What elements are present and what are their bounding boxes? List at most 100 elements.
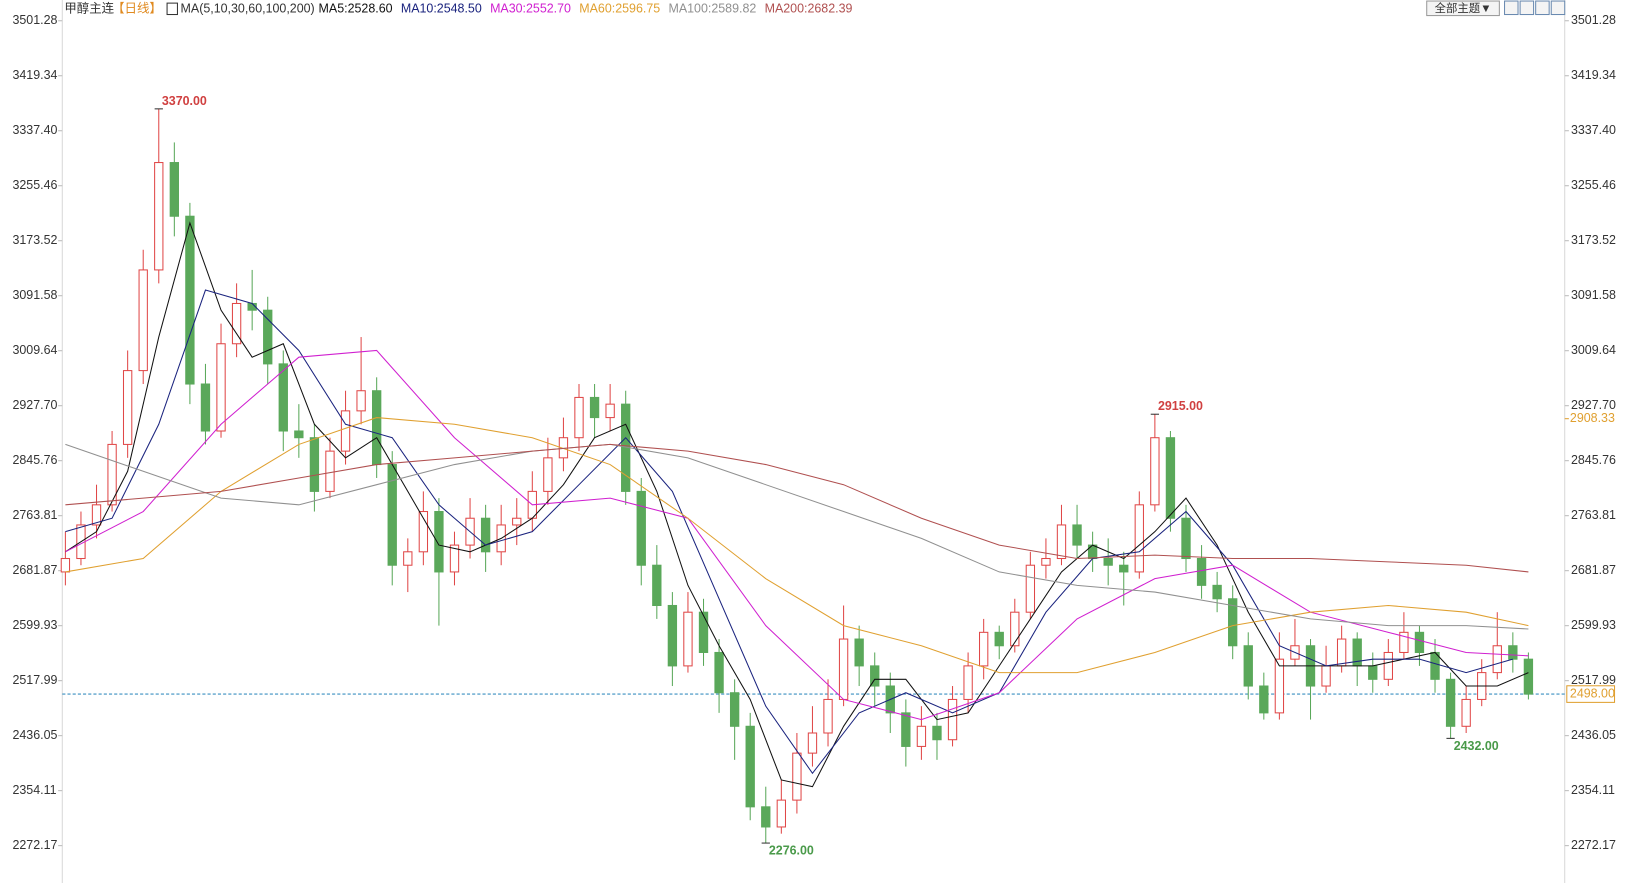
y-tick-label-right: 2354.11 (1571, 783, 1615, 797)
candle-body (963, 665, 973, 700)
tool-icon[interactable] (1535, 0, 1550, 16)
legend-entry: MA100:2589.82 (668, 2, 756, 16)
tool-icon[interactable] (1504, 0, 1519, 16)
candle-body (138, 269, 148, 372)
indicator-icon[interactable] (166, 2, 178, 16)
candle-body (1259, 685, 1269, 714)
y-tick-label: 2436.05 (12, 728, 57, 742)
candle-body (200, 383, 211, 432)
ma-line (65, 289, 1513, 775)
y-tick-label: 3009.64 (12, 343, 57, 357)
candle-body (1445, 678, 1456, 727)
candle-body (512, 517, 522, 526)
candle-body (1383, 651, 1394, 680)
candle-body (340, 410, 351, 452)
candle-body (543, 457, 553, 492)
candle-body (1414, 631, 1425, 653)
theme-button-label[interactable]: 全部主题▼ (1435, 1, 1492, 15)
candle-body (854, 638, 864, 667)
candle-body (216, 343, 226, 432)
candle-body (278, 363, 288, 432)
candle-body (1119, 564, 1129, 573)
candle-body (1243, 645, 1253, 687)
candle-body (185, 215, 195, 385)
price-label-box (1566, 685, 1616, 703)
marker-label: 2908.33 (1570, 411, 1615, 425)
candle-body (1056, 524, 1067, 560)
candle-body (1212, 584, 1222, 600)
y-tick-label: 3501.28 (12, 13, 57, 27)
candle-body (1103, 557, 1113, 566)
y-tick-label: 2927.70 (12, 398, 57, 412)
candle-body (325, 450, 335, 492)
annotation-label: 2432.00 (1454, 739, 1499, 753)
candle-body (1274, 658, 1285, 714)
y-tick-label-right: 3255.46 (1571, 178, 1616, 192)
candle-body (1041, 557, 1051, 566)
candle-body (605, 403, 615, 419)
candle-body (91, 504, 102, 526)
y-tick-label-right: 2436.05 (1571, 728, 1616, 742)
candle-body (589, 396, 600, 419)
candle-body (652, 564, 662, 607)
y-tick-label: 2763.81 (12, 508, 57, 522)
legend-entry: MA30:2552.70 (490, 2, 571, 16)
candle-body (1368, 665, 1378, 680)
tool-icon[interactable] (1550, 0, 1566, 16)
candle-body (1508, 645, 1518, 660)
candle-body (122, 370, 133, 445)
theme-button[interactable] (1426, 0, 1500, 17)
y-tick-label-right: 3009.64 (1571, 343, 1616, 357)
candle-body (263, 309, 273, 365)
candle-body (574, 396, 584, 439)
candle-body (1321, 665, 1331, 687)
y-tick-label: 2272.17 (12, 838, 57, 852)
candle-body (1025, 564, 1036, 613)
candle-body (403, 551, 413, 566)
candle-body (418, 511, 429, 553)
y-tick-label-right: 2763.81 (1571, 508, 1616, 522)
candle-body (932, 725, 942, 741)
ma-line (65, 417, 1529, 674)
y-tick-label-right: 2927.70 (1571, 398, 1616, 412)
annotation-label: 2276.00 (769, 844, 814, 858)
candle-body (1181, 517, 1191, 560)
candle-body (901, 712, 911, 747)
candle-body (1461, 698, 1471, 727)
ma-line (65, 349, 1529, 721)
legend: MA5:2528.60 MA10:2548.50 MA30:2552.70 MA60:… (319, 2, 853, 16)
candle-body (1196, 557, 1207, 586)
candle-body (309, 437, 320, 492)
indicator: MA(5,10,30,60,100,200) (181, 2, 315, 16)
candle-body (434, 511, 444, 573)
candle-body (294, 430, 304, 439)
y-tick-label: 2681.87 (12, 563, 57, 577)
ma-line (65, 221, 1529, 788)
y-tick-label-right: 3091.58 (1571, 288, 1616, 302)
y-tick-label: 2845.76 (12, 453, 57, 467)
y-tick-label: 3255.46 (12, 178, 57, 192)
candle-body (714, 651, 724, 694)
candle-body (1430, 651, 1440, 680)
candle-body (1072, 524, 1082, 546)
candle-body (683, 611, 693, 667)
candle-body (636, 490, 646, 566)
candle-body (870, 665, 880, 687)
ma-line (65, 443, 1529, 630)
y-tick-label: 3419.34 (12, 68, 57, 82)
y-tick-label: 3337.40 (12, 123, 57, 137)
legend-entry: MA200:2682.39 (765, 2, 853, 16)
legend-entry: MA10:2548.50 (401, 2, 482, 16)
y-tick-label-right: 2681.87 (1571, 563, 1616, 577)
candle-body (154, 162, 164, 271)
tool-icon[interactable] (1519, 0, 1535, 16)
candle-body (729, 692, 740, 727)
y-tick-label-right: 2845.76 (1571, 453, 1616, 467)
annotation-label: 2915.00 (1158, 399, 1203, 413)
candle-body (745, 725, 755, 808)
annotation-label: 3370.00 (162, 94, 207, 108)
candle-body (838, 638, 849, 700)
y-tick-label-right: 2599.93 (1571, 618, 1616, 632)
candle-body (1492, 645, 1502, 674)
candle-body (823, 698, 833, 734)
